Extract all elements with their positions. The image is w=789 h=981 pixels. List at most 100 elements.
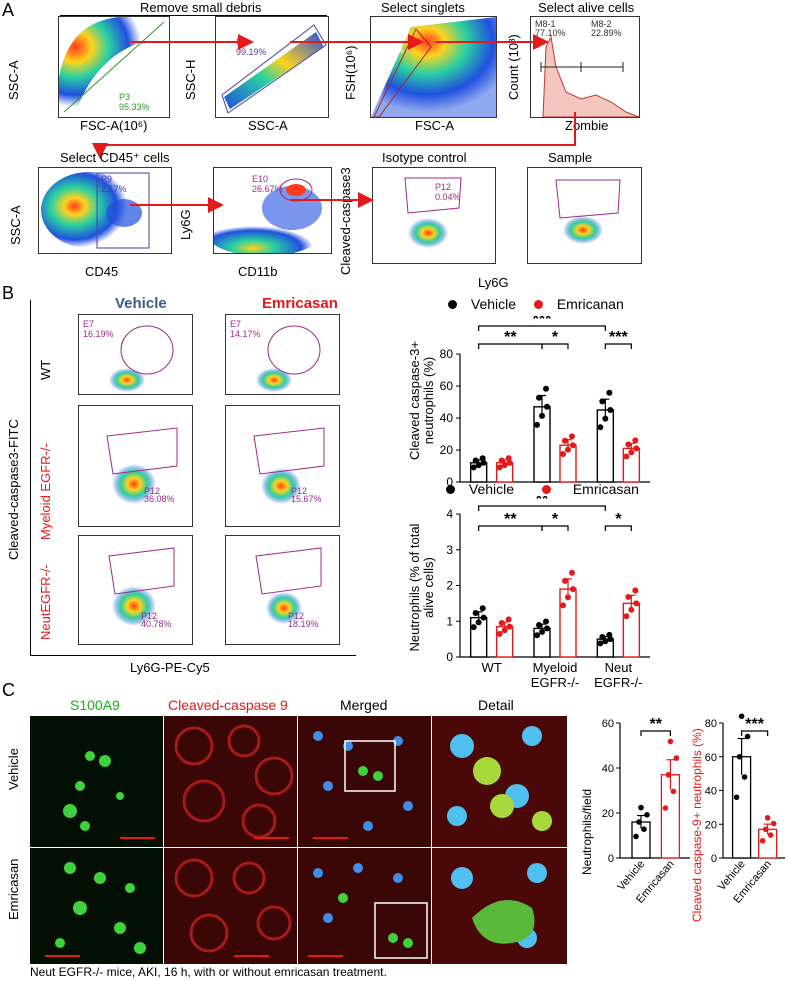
c-row-emricasan: Emricasan [6,858,21,920]
chart2-dot-0-0-1 [475,619,482,626]
b-gate4-name: P12 [291,486,308,496]
debris-underline [60,15,327,16]
chart2-dot-1-0-0 [534,632,540,639]
chart2-dot-2-0-0 [597,640,604,647]
chart2-dot-0-1-4 [505,616,512,623]
a6-plot: E10 26.67% [213,167,332,254]
chart3-sig-bracket [640,730,671,736]
chart4-ytick-label-3: 60 [705,752,717,764]
b-plot-myeloid-emricasan: P12 15.67% [225,405,340,527]
chart2-sig-a-label: ** [536,496,549,508]
a4-gate2-pct: 22.89% [591,28,622,38]
chart3-dot-0-2 [636,819,642,825]
chart1-sig-a-bracket [478,325,606,331]
a2-xlabel: SSC-A [248,118,288,133]
a5-plot: P9 2.17% [38,167,172,254]
chart1-dot-1-0-4 [543,385,549,392]
chart1-dot-1-0-3 [536,394,542,401]
step-select-alive: Select alive cells [538,0,635,15]
chart3-dot-1-2 [665,771,672,778]
b-gate2-pct: 14.17% [230,329,261,339]
chart4-dot-0-1 [741,774,748,780]
chart4-dot-1-4 [764,815,771,821]
chart1-dot-0-1-2 [506,459,513,466]
chart4-sig-label: *** [745,716,764,733]
c-img-s100a9-vehicle [30,716,163,847]
b-gate3-name: P12 [144,486,161,496]
c-col-caspase9: Cleaved-caspase 9 [168,697,288,713]
chart2-xlabel1-2: Neut [605,660,633,675]
a1-gate-pct: 95.33% [119,102,150,112]
b-plot-wt-vehicle: E7 16.19% [78,314,193,395]
c-img-caspase-emricasan [164,848,297,964]
chart1-ytick-label-2: 40 [440,411,454,425]
b-legend-bottom: Vehicle Emricasan [446,481,639,497]
c-img-merged-vehicle [298,716,431,847]
chart3-dot-1-4 [667,738,674,745]
chart1-dot-0-0-1 [475,462,482,469]
a4-plot: M8-1 77.10% M8-2 22.89% [530,16,640,118]
a1-gate-name: P3 [119,92,131,102]
chart2-dot-1-1-4 [569,569,575,576]
chart2-dot-2-1-2 [633,600,640,607]
chart2-dot-0-0-2 [480,614,487,621]
b-gate3-pct: 36.08% [144,494,175,504]
chart1-dot-2-1-1 [628,449,635,456]
a8-plot [527,167,642,264]
chart1-dot-2-1-2 [633,445,640,452]
chart3-dot-1-1 [670,788,677,795]
chart3-ytick-label-2: 40 [602,763,614,775]
chart1-dot-0-1-1 [501,462,508,469]
a7-gate-pct: 0.04% [435,192,461,202]
b-gate1-pct: 16.19% [83,329,114,339]
chart4-dot-1-0 [759,837,766,844]
step-isotype: Isotype control [382,150,467,165]
c-img-s100a9-emricasan [30,848,163,964]
b-gate4-pct: 15.67% [291,494,322,504]
b-plot-neut-emricasan: P12 18.19% [225,535,340,645]
legend-dot-emricasan [533,300,543,309]
chart1-dot-2-1-0 [623,453,630,460]
chart1-dot-1-0-1 [539,412,545,419]
b-row-wt: WT [38,359,53,380]
chart2-dot-1-0-4 [543,618,549,625]
chart1-sig-b-label: ** [504,329,517,346]
chart1-ytick-label-4: 80 [440,347,454,361]
chart2-dot-0-1-1 [501,627,508,634]
chart4-ytick-label-0: 0 [711,853,717,865]
chart2-dot-0-1-0 [496,630,503,637]
a6-gate-name: E10 [252,174,269,184]
a4-gate2-name: M8-2 [591,19,612,29]
chart1-dot-2-0-2 [607,407,614,413]
chart2-dot-1-1-2 [570,586,576,593]
panel-b-letter: B [2,283,15,303]
chart2-dot-2-0-4 [606,631,613,638]
chart1-sig-c-label: * [552,329,559,346]
chart2-dot-2-1-4 [632,587,639,594]
chart3-dot-0-4 [638,804,644,811]
chart1-dot-0-1-3 [498,457,505,464]
chart1-dot-0-0-2 [480,459,487,466]
legend2-emricasan: Emricasan [572,481,639,497]
b-row-myeloid: Myeloid EGFR-/- [38,443,53,540]
chart1-dot-2-0-4 [606,389,613,396]
chart3-dot-1-0 [662,805,669,811]
chart3-ytick-label-0: 0 [608,853,614,865]
chart4-dot-1-1 [767,832,774,838]
chart2-sig-b-label: ** [504,511,517,528]
b-plot-wt-emricasan: E7 14.17% [225,314,340,395]
chart1-ytick-label-0: 0 [446,475,453,489]
chart3-sig-label: ** [649,716,662,733]
chart2-xlabel1-0: WT [482,660,502,675]
chart2-xlabel2-1: EGFR-/- [531,675,579,690]
chart3-dot-1-3 [673,755,680,761]
chart2-sig-c-bracket [541,525,569,531]
b-gate6-pct: 18.19% [288,619,319,629]
chart2-xlabel2-2: EGFR-/- [594,675,642,690]
chart2-sig-a-bracket [478,505,606,511]
c-img-detail-emricasan [432,848,567,964]
b-legend-top: Vehicle Emricanan [448,296,624,312]
